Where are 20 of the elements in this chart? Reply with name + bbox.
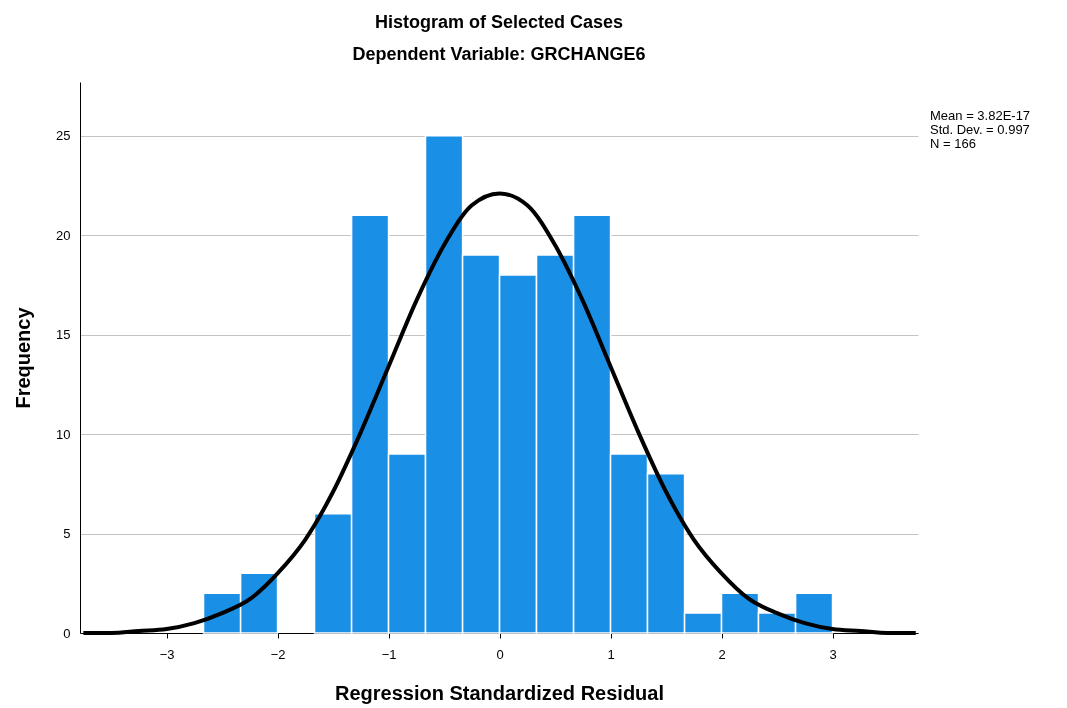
chart-subtitle: Dependent Variable: GRCHANGE6: [352, 44, 646, 64]
text: Mean = 3.82E-17: [930, 108, 1031, 123]
y-axis-title: Frequency: [12, 306, 35, 409]
chart-title: Histogram of Selected Cases: [374, 12, 624, 32]
text: N = 166: [930, 136, 977, 151]
x-tick-label: 2: [718, 646, 726, 662]
x-tick-label: 3: [829, 646, 837, 662]
text: Std. Dev. = 0.997: [930, 122, 1031, 137]
y-tick-label: 25: [56, 128, 71, 144]
x-tick-label: −1: [381, 646, 397, 662]
y-tick-label: 0: [63, 625, 71, 641]
y-tick-label: 15: [56, 327, 71, 343]
x-tick-label: 0: [496, 646, 504, 662]
y-tick-label: 20: [56, 227, 71, 243]
x-tick-label: −3: [159, 646, 175, 662]
x-tick-label: −2: [270, 646, 286, 662]
x-axis-title: Regression Standardized Residual: [335, 681, 664, 704]
y-tick-label: 10: [56, 426, 71, 442]
y-tick-label: 5: [63, 526, 71, 542]
x-tick-label: 1: [607, 646, 615, 662]
